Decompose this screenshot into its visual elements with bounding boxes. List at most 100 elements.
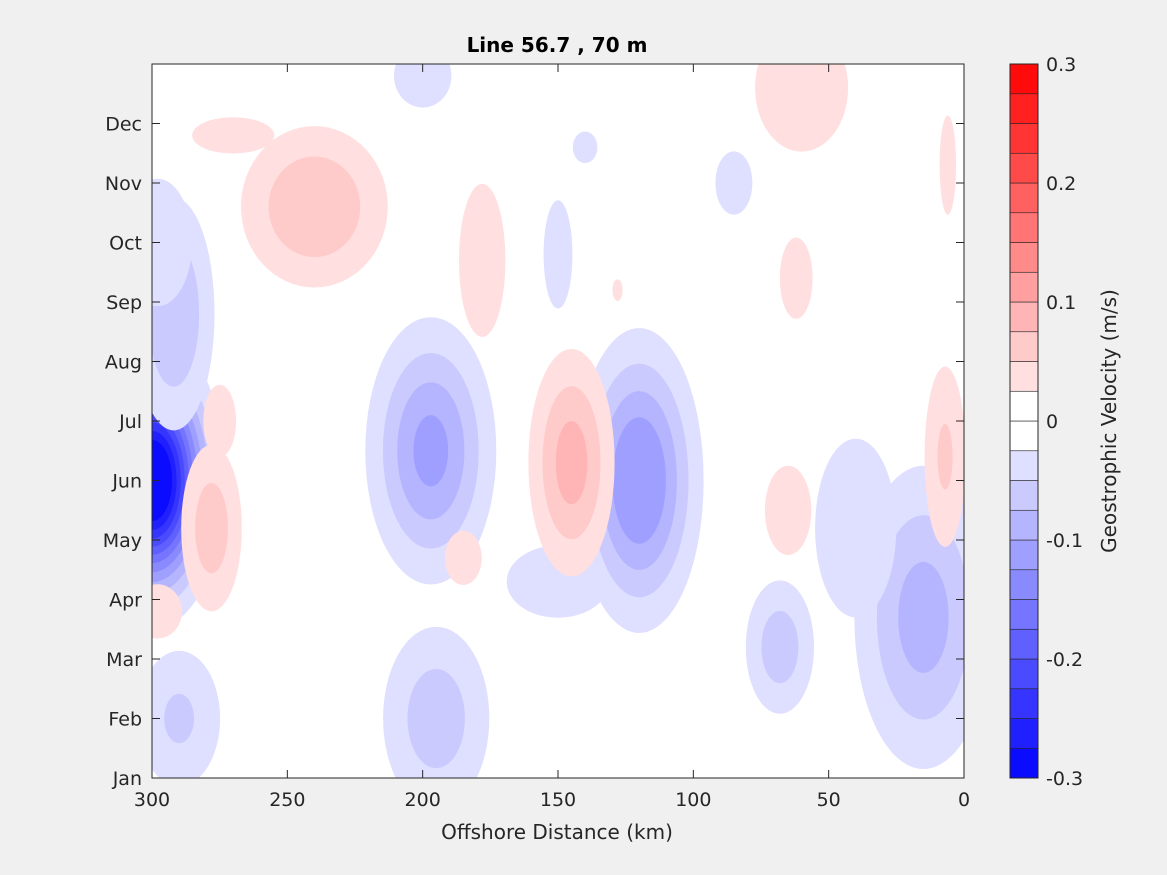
- colorbar-tick-label-0: 0: [1046, 411, 1058, 433]
- contour-feature-negative-6: [574, 328, 704, 633]
- colorbar-tick-label--0.1: -0.1: [1046, 530, 1083, 552]
- y-tick-label-Nov: Nov: [105, 173, 142, 195]
- colorbar-cells: [1009, 63, 1039, 779]
- colorbar-cell-12: [1009, 390, 1039, 422]
- contour-feature-negative-4: [365, 317, 497, 585]
- x-tick-label-300: 300: [134, 789, 170, 811]
- y-tick-label-Apr: Apr: [109, 590, 142, 612]
- contour-feature-positive-17: [192, 117, 275, 154]
- contour-level-45: [195, 482, 228, 574]
- contour-level-43: [192, 117, 275, 154]
- colorbar-cell-5: [1009, 599, 1039, 630]
- contour-feature-negative-10: [745, 580, 815, 714]
- contour-level-36: [815, 438, 897, 618]
- colorbar-cell-6: [1009, 569, 1039, 600]
- colorbar-tick-label--0.3: -0.3: [1046, 768, 1083, 790]
- x-tick-label-50: 50: [817, 789, 841, 811]
- contour-feature-positive-20: [459, 183, 506, 337]
- colorbar-tick-label--0.2: -0.2: [1046, 649, 1083, 671]
- y-tick-label-Oct: Oct: [109, 233, 142, 255]
- contour-level-52: [755, 64, 849, 152]
- contour-feature-positive-23: [764, 465, 812, 555]
- y-tick-label-Mar: Mar: [106, 649, 142, 671]
- contour-feature-negative-13: [815, 438, 897, 618]
- contour-feature-positive-15: [528, 349, 615, 577]
- contour-feature-negative-5: [383, 626, 490, 778]
- y-tick-label-Dec: Dec: [105, 114, 142, 136]
- contour-level-49: [779, 237, 813, 319]
- colorbar-cell-22: [1009, 93, 1039, 124]
- contour-level-37: [394, 64, 452, 108]
- contour-level-40: [555, 421, 588, 505]
- x-axis-label: Offshore Distance (km): [441, 820, 673, 844]
- y-tick-label-May: May: [103, 530, 142, 552]
- contour-feature-positive-24: [612, 279, 623, 301]
- contour-feature-negative-9: [572, 131, 598, 164]
- plot-area: [151, 63, 965, 779]
- colorbar-cell-16: [1009, 271, 1039, 303]
- contour-feature-negative-11: [715, 151, 753, 215]
- x-tick-label-200: 200: [405, 789, 441, 811]
- contour-feature-positive-22: [779, 237, 813, 319]
- contour-level-56: [152, 584, 182, 639]
- x-tick-label-150: 150: [540, 789, 576, 811]
- contour-feature-negative-8: [543, 200, 573, 309]
- colorbar: 0.3 0.2 0.1 0 -0.1 -0.2 -0.3 Geostrophic Veloc…: [1009, 54, 1121, 790]
- contour-level-42: [268, 156, 361, 258]
- colorbar-tick-labels: 0.3 0.2 0.1 0 -0.1 -0.2 -0.3: [1046, 54, 1083, 790]
- contour-feature-negative-14: [394, 64, 452, 108]
- y-tick-label-Jul: Jul: [118, 411, 142, 433]
- contour-level-26: [612, 417, 666, 544]
- colorbar-cell-9: [1009, 480, 1039, 511]
- y-tick-label-Jun: Jun: [111, 471, 142, 493]
- x-tick-label-0: 0: [958, 789, 970, 811]
- contour-feature-positive-27: [939, 115, 956, 215]
- contour-level-28: [543, 200, 573, 309]
- colorbar-cell-21: [1009, 123, 1039, 154]
- contour-level-22: [407, 668, 465, 769]
- contour-feature-positive-28: [152, 584, 182, 639]
- colorbar-cell-10: [1009, 450, 1039, 481]
- plot-frame: [151, 63, 965, 779]
- contour-level-29: [572, 131, 598, 164]
- colorbar-cell-13: [1009, 361, 1039, 392]
- contour-level-55: [939, 115, 956, 215]
- colorbar-cell-2: [1009, 688, 1039, 719]
- contour-feature-positive-18: [181, 444, 242, 612]
- y-tick-label-Jan: Jan: [112, 768, 142, 790]
- contour-level-20: [413, 415, 449, 487]
- contour-feature-negative-2: [152, 178, 193, 307]
- colorbar-cell-1: [1009, 718, 1039, 749]
- contour-level-47: [459, 183, 506, 337]
- contour-level-35: [898, 561, 949, 673]
- colorbar-cell-14: [1009, 331, 1039, 362]
- colorbar-tick-label-0.1: 0.1: [1046, 292, 1076, 314]
- contour-level-48: [444, 530, 482, 586]
- contour-level-14: [152, 178, 193, 307]
- contour-feature-negative-3: [152, 650, 221, 778]
- x-tick-label-100: 100: [675, 789, 711, 811]
- contour-feature-positive-26: [924, 366, 964, 547]
- contour-level-32: [715, 151, 753, 215]
- y-tick-label-Aug: Aug: [105, 352, 142, 374]
- contour-level-31: [761, 611, 799, 684]
- colorbar-cell-11: [1009, 420, 1039, 452]
- colorbar-tick-label-0.2: 0.2: [1046, 173, 1076, 195]
- y-tick-label-Feb: Feb: [108, 709, 142, 731]
- contour-level-46: [203, 384, 237, 458]
- colorbar-cell-19: [1009, 182, 1039, 214]
- contour-level-50: [764, 465, 812, 555]
- colorbar-cell-8: [1009, 509, 1039, 541]
- contour-feature-positive-19: [203, 384, 237, 458]
- contour-level-16: [164, 693, 195, 744]
- colorbar-cell-3: [1009, 658, 1039, 690]
- colorbar-cell-18: [1009, 212, 1039, 243]
- y-tick-label-Sep: Sep: [106, 292, 142, 314]
- colorbar-cell-20: [1009, 152, 1039, 184]
- colorbar-tick-label-0.3: 0.3: [1046, 54, 1076, 76]
- colorbar-cell-0: [1009, 747, 1039, 779]
- colorbar-cell-7: [1009, 539, 1039, 571]
- chart-title: Line 56.7 , 70 m: [467, 33, 648, 57]
- x-tick-labels: 300 250 200 150 100 50 0: [134, 789, 970, 811]
